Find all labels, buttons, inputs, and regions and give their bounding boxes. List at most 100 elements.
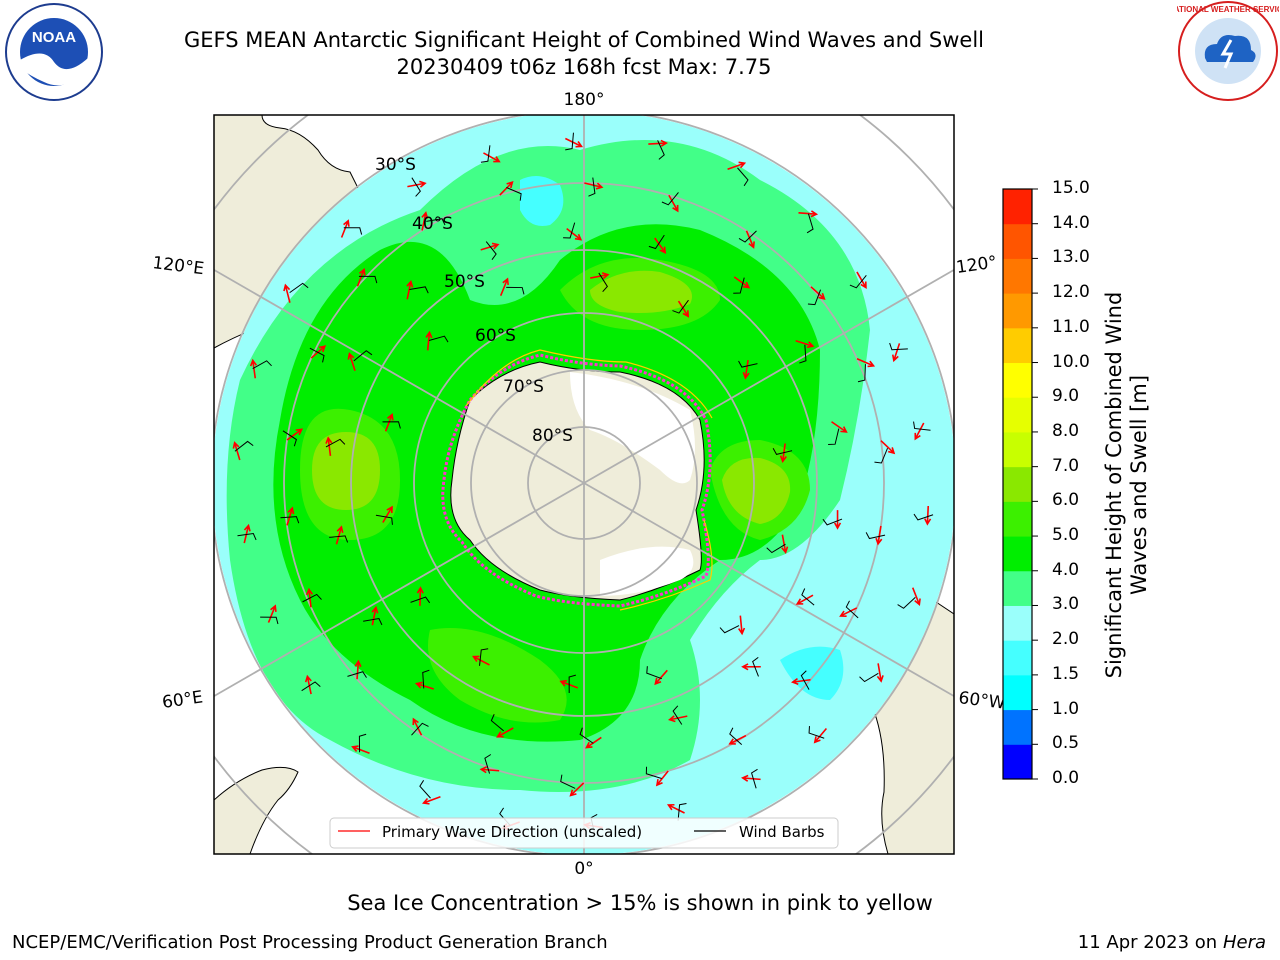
wave-arrow xyxy=(340,219,350,238)
wave-arrow xyxy=(856,357,876,368)
lat-label-80s: 80°S xyxy=(532,426,573,446)
wind-barb xyxy=(422,669,430,689)
lon-label-180: 180° xyxy=(564,90,605,110)
colorbar-tick-label: 3.0 xyxy=(1052,594,1080,615)
wave-arrow xyxy=(795,340,815,349)
wind-barb xyxy=(807,289,822,306)
wave-arrow xyxy=(781,534,789,555)
colorbar-tick-label: 4.0 xyxy=(1052,559,1080,580)
wind-barb xyxy=(411,722,429,736)
wave-arrow xyxy=(496,727,514,738)
legend-primary-wave: Primary Wave Direction (unscaled) xyxy=(382,823,642,841)
wave-arrow xyxy=(795,594,814,605)
wave-arrow xyxy=(354,659,362,680)
colorbar-swatch xyxy=(1003,501,1032,537)
colorbar-tick-label: 5.0 xyxy=(1052,525,1080,546)
wave-arrow xyxy=(232,441,241,461)
date-stamp: 11 Apr 2023 on Hera xyxy=(1078,932,1266,953)
wind-barb xyxy=(822,518,843,526)
wave-arrow xyxy=(856,271,867,289)
wind-barb xyxy=(506,286,525,295)
wave-arrow xyxy=(742,359,750,380)
colorbar-tick-label: 6.0 xyxy=(1052,490,1080,511)
colorbar-swatch xyxy=(1003,327,1032,364)
colorbar xyxy=(1002,188,1038,780)
wind-barb xyxy=(913,513,934,521)
wind-barb xyxy=(657,140,665,160)
colorbar-swatch xyxy=(1003,744,1032,780)
wave-arrow xyxy=(677,300,690,318)
sea-ice-edge xyxy=(441,353,712,608)
colorbar-swatch xyxy=(1003,570,1032,606)
nws-logo: NATIONAL WEATHER SERVICE xyxy=(1177,1,1279,101)
wind-barb xyxy=(289,282,309,294)
colorbar-swatch xyxy=(1003,397,1032,433)
wave-arrow xyxy=(738,615,746,636)
wind-barb xyxy=(677,802,687,821)
wind-barb xyxy=(358,275,378,284)
wind-barb xyxy=(737,167,749,187)
wave-arrow xyxy=(421,211,429,231)
machine-name: Hera xyxy=(1222,932,1266,953)
colorbar-tick-label: 9.0 xyxy=(1052,386,1080,407)
wind-barb xyxy=(410,596,431,604)
wind-barb xyxy=(738,360,758,368)
wave-arrow xyxy=(880,440,896,455)
wind-barb xyxy=(752,656,759,677)
wave-arrow xyxy=(741,774,761,782)
colorbar-tick-label: 15.0 xyxy=(1052,178,1090,198)
wave-arrow xyxy=(584,182,604,190)
wave-arrow xyxy=(371,605,379,626)
wind-barb xyxy=(506,187,522,201)
wave-arrow xyxy=(924,505,932,526)
wind-barb xyxy=(426,218,446,226)
wave-arrow xyxy=(668,715,688,723)
wind-barb xyxy=(479,648,489,666)
wind-barb xyxy=(411,177,421,197)
wind-barb xyxy=(260,616,279,625)
wind-barb xyxy=(598,272,608,292)
colorbar-tick-label: 1.5 xyxy=(1052,663,1080,684)
wind-barb xyxy=(729,727,743,746)
wind-barb xyxy=(485,241,497,261)
wave-arrow xyxy=(666,803,685,814)
wind-barb xyxy=(766,543,786,554)
colorbar-swatch xyxy=(1003,189,1032,225)
chart-subtitle: 20230409 t06z 168h fcst Max: 7.75 xyxy=(396,55,772,79)
map-legend: Primary Wave Direction (unscaled) Wind B… xyxy=(329,817,839,849)
wave-arrow xyxy=(499,277,509,296)
wave-arrow xyxy=(472,655,490,666)
wave-arrow xyxy=(741,663,761,671)
wave-arrow xyxy=(914,422,925,441)
lat-label-70s: 70°S xyxy=(503,377,544,397)
wave-arrow xyxy=(790,677,811,686)
wind-barb xyxy=(252,360,272,370)
wind-barb xyxy=(750,768,758,789)
nws-logo-text: NATIONAL WEATHER SERVICE xyxy=(1177,5,1279,14)
wave-arrow xyxy=(325,436,333,456)
colorbar-swatch xyxy=(1003,674,1032,711)
wave-arrow xyxy=(655,770,669,787)
wind-barb xyxy=(237,532,257,541)
wind-barb xyxy=(563,222,576,239)
wind-barb xyxy=(733,277,745,294)
wave-arrow xyxy=(347,352,356,372)
wave-arrow xyxy=(283,283,291,303)
colorbar-tick-label: 14.0 xyxy=(1052,212,1090,233)
lat-label-50s: 50°S xyxy=(444,272,485,292)
wave-arrow xyxy=(351,745,370,754)
wave-arrow xyxy=(406,279,414,300)
wind-barb xyxy=(280,516,300,524)
wind-barb xyxy=(672,705,683,725)
wave-arrow xyxy=(733,276,751,289)
wind-barb xyxy=(234,440,254,452)
wave-arrow xyxy=(249,358,258,379)
colorbar-label: Significant Height of Combined Wind Wave… xyxy=(1102,291,1151,679)
wind-barb xyxy=(645,766,662,779)
wind-barb xyxy=(865,532,886,540)
wind-barb xyxy=(661,192,679,206)
wave-arrow xyxy=(668,194,679,213)
wave-arrow xyxy=(286,428,304,441)
wave-arrow xyxy=(585,736,602,749)
wind-barb xyxy=(588,177,596,197)
